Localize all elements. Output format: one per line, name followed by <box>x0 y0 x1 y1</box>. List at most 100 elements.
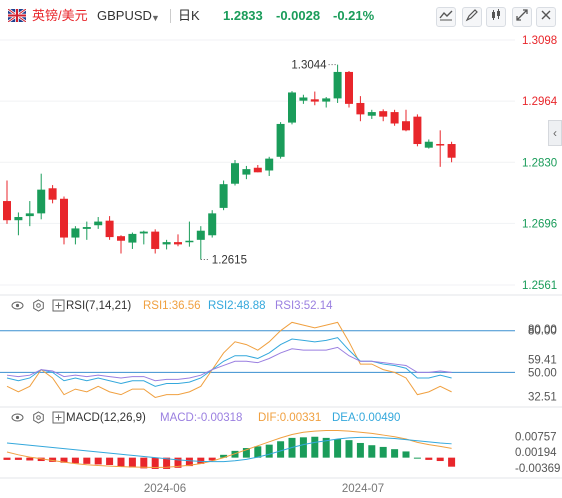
macd-eye-icon[interactable] <box>11 411 24 429</box>
price-axis-label: 1.2830 <box>522 157 557 169</box>
macd-series-line <box>6 430 452 469</box>
dif-legend: DIF:0.00331 <box>258 412 322 424</box>
chart-header: 英镑/美元 GBPUSD ▼ 日K 1.2833 -0.0028 -0.21% <box>0 0 562 32</box>
uk-flag-icon <box>7 7 27 24</box>
candle-body <box>174 242 182 245</box>
candle-body <box>367 112 376 116</box>
divider <box>170 9 171 23</box>
candle-body <box>82 227 91 229</box>
candle-body <box>253 167 262 173</box>
macd-histogram-bar <box>151 457 159 469</box>
price-axis-label: 1.2696 <box>522 218 557 230</box>
x-axis-label: 2024-07 <box>342 483 384 495</box>
macd-histogram-bar <box>413 457 421 459</box>
rsi-series-line <box>6 337 452 387</box>
candle-body <box>413 116 422 145</box>
macd-histogram-bar <box>345 440 353 458</box>
macd-axis-label: 0.00194 <box>515 447 557 459</box>
rsi-axis-label: 50.00 <box>528 367 557 379</box>
candle-body <box>310 99 319 102</box>
fullscreen-icon[interactable] <box>512 7 532 27</box>
candle-body <box>25 213 34 217</box>
macd-histogram-bar <box>391 449 399 458</box>
macd-histogram-bar <box>163 457 171 469</box>
macd-axis-label: 0.00757 <box>515 431 557 443</box>
macd-histogram-bar <box>185 457 193 467</box>
macd-histogram-bar <box>60 457 68 463</box>
macd-histogram-bar <box>242 448 250 458</box>
macd-histogram-bar <box>71 457 79 464</box>
close-icon[interactable] <box>536 7 556 27</box>
candle-body <box>94 221 103 226</box>
symbol-dropdown-icon[interactable]: ▼ <box>151 13 160 23</box>
macd-histogram-bar <box>356 442 364 458</box>
macd-axis-label: -0.00369 <box>515 463 560 475</box>
candle-body <box>185 240 194 243</box>
candle-body <box>14 217 23 221</box>
candle-settings-icon[interactable] <box>486 7 506 27</box>
candle-body <box>424 141 433 148</box>
macd-histogram-bar <box>379 446 387 458</box>
candle-body <box>128 233 137 243</box>
candle-body <box>379 111 388 117</box>
candle-body <box>117 236 125 241</box>
candle-body <box>333 71 342 99</box>
low-price-label: 1.2615 <box>212 254 247 266</box>
macd-histogram-bar <box>128 457 136 468</box>
line-tool-icon[interactable] <box>436 7 456 27</box>
macd-histogram-bar <box>311 436 319 458</box>
candle-body <box>60 198 68 238</box>
candle-body <box>208 213 217 236</box>
macd-histogram-bar <box>425 457 433 460</box>
macd-histogram-bar <box>231 450 239 458</box>
macd-histogram-bar <box>448 457 456 467</box>
candle-body <box>151 231 160 249</box>
macd-histogram-bar <box>277 441 285 458</box>
macd-histogram-bar <box>334 439 342 458</box>
draw-icon[interactable] <box>462 7 482 27</box>
candle-body <box>105 220 114 238</box>
macd-histogram-bar <box>140 457 148 469</box>
rsi-eye-icon[interactable] <box>11 299 24 317</box>
macd-histogram-bar <box>94 457 102 465</box>
rsi-settings-icon[interactable] <box>32 299 45 317</box>
candle-body <box>71 228 80 238</box>
macd-histogram-bar <box>14 457 22 460</box>
candle-body <box>322 98 331 102</box>
symbol-cn-link[interactable]: 英镑/美元 <box>32 8 88 23</box>
rsi-axis-label: 80.00 <box>528 324 557 336</box>
period-selector[interactable]: 日K <box>178 8 200 23</box>
macd-histogram-bar <box>254 446 262 458</box>
rsi-expand-icon[interactable] <box>52 299 65 317</box>
macd-histogram-bar <box>208 457 216 461</box>
rsi3-legend: RSI3:52.14 <box>275 300 333 312</box>
collapse-panel-button[interactable]: ‹ <box>548 120 562 146</box>
candle-body <box>3 201 11 221</box>
x-axis-label: 2024-06 <box>144 483 186 495</box>
macd-histogram-bar <box>83 457 91 464</box>
macd-histogram-bar <box>436 457 444 462</box>
macd-histogram-bar <box>106 457 114 465</box>
high-price-label: 1.3044 <box>291 60 327 72</box>
macd-histogram-bar <box>117 457 125 467</box>
price-change-pct: -0.21% <box>333 8 375 23</box>
rsi-axis-label: 32.51 <box>528 392 557 404</box>
rsi2-legend: RSI2:48.88 <box>208 300 266 312</box>
macd-title: MACD(12,26,9) <box>66 412 146 424</box>
rsi-series-line <box>6 321 452 398</box>
macd-settings-icon[interactable] <box>32 411 45 429</box>
rsi-axis-label: 80.00 <box>528 326 557 338</box>
candle-body <box>219 184 228 208</box>
rsi-title: RSI(7,14,21) <box>66 300 132 312</box>
macd-histogram-bar <box>26 457 34 461</box>
candle-body <box>37 189 46 214</box>
macd-expand-icon[interactable] <box>52 411 65 429</box>
macd-histogram-bar <box>49 457 57 462</box>
macd-histogram-bar <box>265 444 273 458</box>
price-axis-label: 1.2964 <box>522 96 558 108</box>
candle-body <box>242 169 251 175</box>
candle-body <box>345 71 353 104</box>
rsi1-legend: RSI1:36.56 <box>143 300 201 312</box>
candle-body <box>162 242 171 245</box>
